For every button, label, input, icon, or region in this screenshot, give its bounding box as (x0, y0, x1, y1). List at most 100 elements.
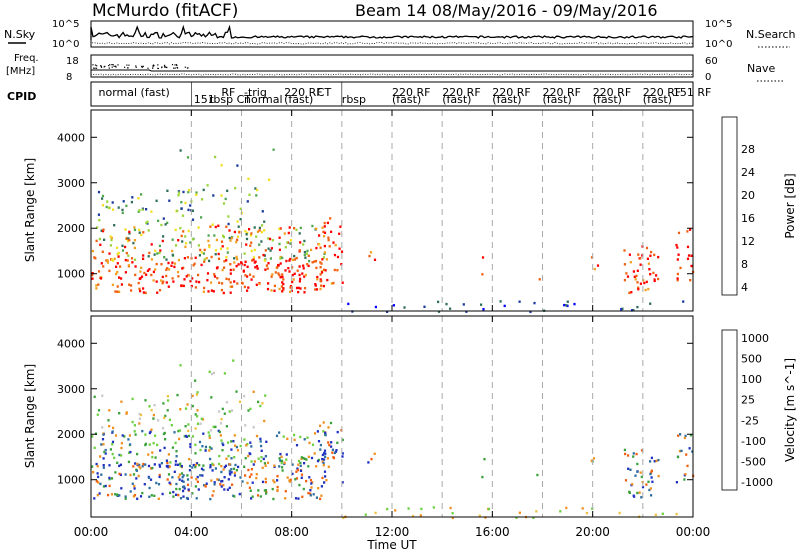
range-gate-cell (120, 400, 123, 403)
freq-dot (108, 67, 110, 69)
range-gate-cell (628, 491, 631, 494)
cpid-program-label: (fast) (284, 93, 313, 106)
range-gate-cell (196, 480, 199, 483)
range-gate-cell (255, 476, 258, 480)
range-gate-cell (100, 262, 103, 265)
colorbar-tick-label: 20 (741, 189, 755, 202)
range-gate-cell (133, 430, 136, 433)
range-gate-cell (323, 235, 326, 238)
range-gate-cell (538, 278, 541, 281)
range-gate-cell (216, 277, 219, 280)
range-gate-cell (222, 468, 225, 471)
range-gate-cell (297, 463, 300, 466)
range-gate-cell (171, 261, 174, 264)
range-gate-cell (255, 473, 258, 476)
range-gate-cell (341, 455, 344, 458)
range-gate-cell (226, 189, 229, 192)
range-gate-cell (156, 443, 159, 447)
range-gate-cell (299, 469, 303, 472)
range-gate-cell (285, 259, 288, 263)
range-gate-cell (328, 245, 331, 248)
range-gate-cell (256, 188, 259, 192)
range-gate-cell (135, 469, 138, 472)
range-gate-cell (230, 440, 233, 443)
range-gate-cell (222, 484, 225, 487)
range-gate-cell (155, 481, 158, 485)
range-gate-cell (194, 465, 197, 469)
range-gate-cell (319, 246, 322, 249)
range-gate-cell (158, 463, 161, 467)
range-gate-cell (198, 440, 202, 444)
range-gate-cell (271, 239, 274, 242)
range-gate-cell (161, 275, 164, 279)
range-gate-cell (177, 194, 180, 197)
range-gate-cell (686, 257, 690, 260)
velocity-ylabel: Slant Range [km] (23, 364, 37, 468)
range-gate-cell (116, 493, 119, 497)
range-gate-cell (364, 513, 367, 516)
range-gate-cell (118, 453, 121, 457)
range-gate-cell (167, 453, 170, 456)
range-gate-cell (314, 283, 317, 286)
range-gate-cell (229, 473, 232, 476)
range-gate-cell (315, 266, 318, 270)
range-gate-cell (199, 422, 202, 425)
freq-dot (113, 65, 115, 67)
range-gate-cell (294, 478, 297, 481)
nave-trace (90, 73, 694, 76)
range-gate-cell (276, 475, 279, 478)
range-gate-cell (180, 284, 183, 288)
range-gate-cell (230, 471, 233, 474)
range-gate-cell (236, 164, 239, 167)
range-gate-cell (655, 459, 658, 463)
range-gate-cell (205, 482, 208, 485)
range-gate-cell (108, 206, 111, 210)
range-gate-cell (93, 497, 96, 500)
range-gate-cell (230, 468, 233, 471)
range-gate-cell (323, 268, 326, 271)
range-gate-cell (181, 479, 184, 482)
range-gate-cell (263, 220, 266, 223)
range-gate-cell (99, 243, 102, 246)
range-gate-cell (219, 483, 222, 486)
range-gate-cell (182, 190, 185, 194)
range-gate-cell (321, 453, 324, 457)
range-gate-cell (316, 275, 319, 279)
range-gate-cell (678, 449, 682, 453)
range-gate-cell (303, 291, 306, 294)
range-gate-cell (116, 262, 119, 265)
range-gate-cell (286, 241, 289, 244)
range-gate-cell (171, 238, 174, 241)
range-gate-cell (646, 257, 649, 260)
range-gate-cell (315, 496, 318, 499)
range-gate-cell (117, 251, 120, 255)
range-gate-cell (293, 227, 296, 230)
range-gate-cell (282, 282, 285, 286)
range-gate-cell (264, 455, 267, 458)
range-gate-cell (262, 457, 265, 461)
range-gate-cell (243, 263, 246, 267)
range-gate-cell (181, 240, 184, 243)
range-gate-cell (144, 399, 147, 402)
range-gate-cell (195, 280, 198, 283)
range-gate-cell (279, 276, 282, 279)
range-gate-cell (256, 267, 259, 270)
range-gate-cell (120, 487, 123, 490)
range-gate-cell (114, 493, 117, 496)
freq-dot (142, 65, 144, 67)
range-gate-cell (233, 471, 236, 474)
range-gate-cell (208, 436, 211, 439)
range-gate-cell (230, 237, 233, 240)
range-gate-cell (319, 273, 322, 276)
range-gate-cell (130, 284, 133, 287)
range-gate-cell (183, 257, 186, 260)
range-gate-cell (250, 445, 253, 448)
range-gate-cell (162, 217, 165, 220)
range-gate-cell (282, 435, 285, 438)
range-gate-cell (655, 274, 658, 277)
range-gate-cell (148, 431, 151, 435)
cpid-program-label: 151 (194, 93, 215, 106)
range-gate-cell (160, 279, 163, 282)
range-gate-cell (160, 263, 163, 266)
range-gate-cell (291, 273, 294, 277)
